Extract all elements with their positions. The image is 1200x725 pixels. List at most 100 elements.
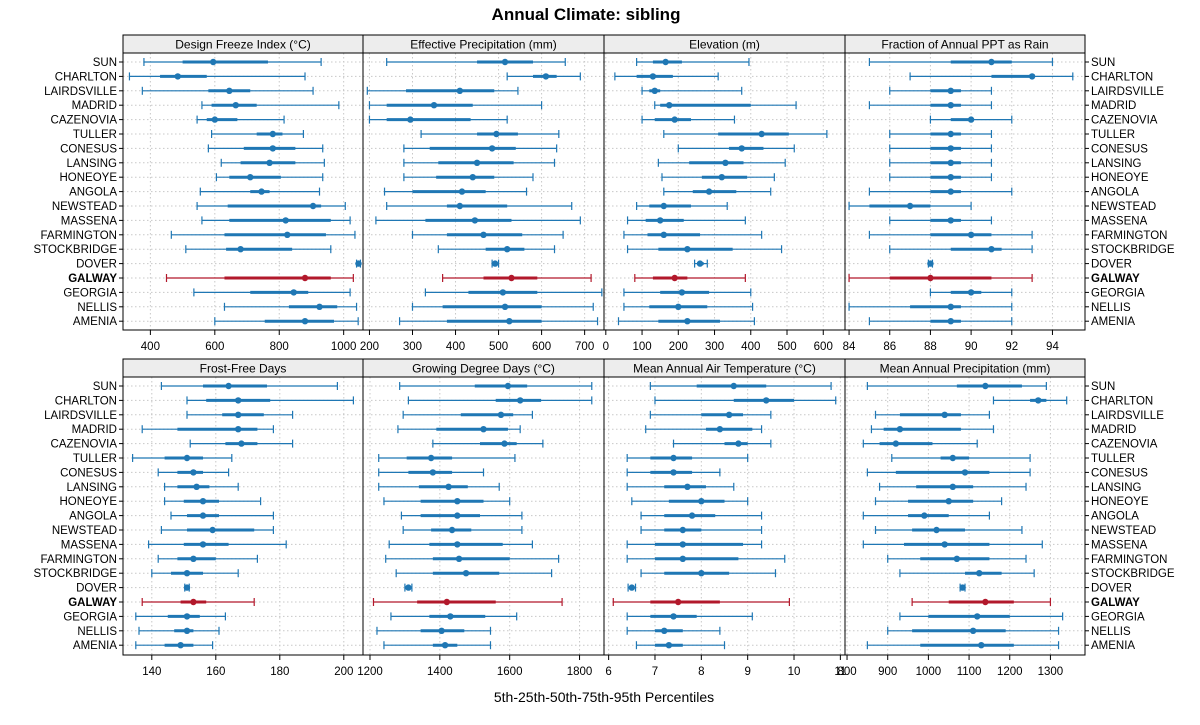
site-label: NELLIS bbox=[1091, 302, 1131, 314]
median-point bbox=[660, 202, 667, 210]
median-point bbox=[183, 613, 191, 620]
median-point bbox=[1028, 73, 1036, 80]
median-point bbox=[967, 231, 975, 238]
median-point bbox=[698, 570, 705, 577]
median-point bbox=[503, 246, 511, 253]
site-label: FARMINGTON bbox=[1091, 554, 1167, 566]
median-point bbox=[237, 246, 244, 253]
site-label: HONEOYE bbox=[59, 172, 117, 184]
site-label: LANSING bbox=[1091, 158, 1142, 170]
x-tick-label: 700 bbox=[575, 341, 594, 353]
median-point bbox=[679, 526, 686, 534]
x-tick-label: 84 bbox=[843, 341, 856, 353]
median-point bbox=[301, 318, 309, 325]
median-point bbox=[949, 454, 956, 462]
median-point bbox=[670, 613, 677, 620]
site-label: AMENIA bbox=[1091, 640, 1135, 652]
median-point bbox=[684, 246, 691, 253]
median-point bbox=[199, 541, 207, 548]
median-point bbox=[666, 102, 673, 109]
x-tick-label: 1000 bbox=[331, 341, 357, 353]
median-point bbox=[722, 159, 729, 166]
median-point bbox=[501, 440, 508, 447]
site-label: LAIRDSVILLE bbox=[1091, 86, 1164, 98]
site-label: CONESUS bbox=[60, 467, 117, 479]
median-point bbox=[679, 541, 686, 548]
median-point bbox=[670, 454, 677, 462]
site-label: MADRID bbox=[72, 100, 117, 112]
x-tick-label: 90 bbox=[965, 341, 978, 353]
median-point bbox=[258, 188, 265, 195]
median-point bbox=[698, 498, 705, 505]
x-tick-label: 400 bbox=[446, 341, 465, 353]
median-point bbox=[945, 498, 952, 505]
median-point bbox=[193, 483, 200, 490]
median-point bbox=[232, 102, 239, 109]
site-label: CONESUS bbox=[1091, 143, 1148, 155]
panel-title: Effective Precipitation (mm) bbox=[410, 38, 557, 52]
median-point bbox=[947, 318, 954, 325]
x-tick-label: 100 bbox=[632, 341, 651, 353]
median-point bbox=[947, 87, 954, 95]
x-tick-label: 1000 bbox=[916, 666, 942, 678]
panel-title: Frost-Free Days bbox=[200, 362, 287, 376]
site-label: CHARLTON bbox=[1091, 395, 1153, 407]
median-point bbox=[282, 217, 289, 224]
panel-4: Frost-Free Days 140 160 180 200 SUN CHARLTON LA… bbox=[34, 358, 364, 678]
x-tick-label: 300 bbox=[403, 341, 422, 353]
site-label: CHARLTON bbox=[55, 71, 117, 83]
median-point bbox=[190, 469, 197, 476]
x-tick-label: 94 bbox=[1046, 341, 1059, 353]
median-point bbox=[959, 584, 966, 591]
median-point bbox=[649, 73, 657, 80]
x-tick-label: 900 bbox=[878, 666, 897, 678]
site-label: SUN bbox=[93, 57, 117, 69]
median-point bbox=[967, 116, 975, 123]
panel-1: Effective Precipitation (mm) 200 300 400 500… bbox=[360, 34, 605, 353]
median-point bbox=[491, 260, 499, 267]
site-label: HONEOYE bbox=[1091, 172, 1149, 184]
site-label: TULLER bbox=[73, 129, 117, 141]
median-point bbox=[735, 440, 742, 447]
site-label: GALWAY bbox=[68, 597, 117, 609]
median-point bbox=[183, 627, 191, 634]
median-point bbox=[967, 289, 975, 296]
x-tick-label: 400 bbox=[141, 341, 160, 353]
site-label: GALWAY bbox=[68, 273, 117, 285]
median-point bbox=[290, 289, 297, 296]
x-tick-label: 88 bbox=[924, 341, 937, 353]
x-tick-label: 1800 bbox=[567, 666, 593, 678]
site-label: NELLIS bbox=[77, 302, 117, 314]
site-label: LAIRDSVILLE bbox=[44, 410, 117, 422]
site-label: TULLER bbox=[1091, 453, 1135, 465]
median-point bbox=[684, 318, 691, 325]
median-point bbox=[190, 555, 197, 562]
x-tick-label: 10 bbox=[788, 666, 801, 678]
median-point bbox=[183, 570, 191, 577]
median-point bbox=[211, 116, 219, 123]
median-point bbox=[933, 526, 940, 534]
site-label: FARMINGTON bbox=[1091, 230, 1167, 242]
site-label: CAZENOVIA bbox=[1091, 115, 1158, 127]
median-point bbox=[266, 159, 273, 166]
median-point bbox=[982, 598, 989, 606]
median-point bbox=[455, 555, 463, 562]
median-point bbox=[454, 541, 461, 548]
site-label: ANGOLA bbox=[69, 187, 117, 199]
median-point bbox=[941, 541, 948, 548]
x-tick-label: 600 bbox=[532, 341, 551, 353]
median-point bbox=[209, 526, 216, 534]
median-point bbox=[988, 246, 995, 253]
median-point bbox=[758, 130, 765, 138]
x-tick-label: 6 bbox=[605, 666, 611, 678]
median-point bbox=[462, 570, 470, 577]
median-point bbox=[429, 469, 437, 476]
site-label: AMENIA bbox=[73, 316, 117, 328]
x-tick-label: 1200 bbox=[357, 666, 383, 678]
median-point bbox=[471, 217, 479, 224]
x-tick-label: 200 bbox=[669, 341, 688, 353]
site-label: MASSENA bbox=[61, 215, 118, 227]
panel-title: Fraction of Annual PPT as Rain bbox=[881, 38, 1048, 52]
site-label: NEWSTEAD bbox=[1091, 201, 1156, 213]
